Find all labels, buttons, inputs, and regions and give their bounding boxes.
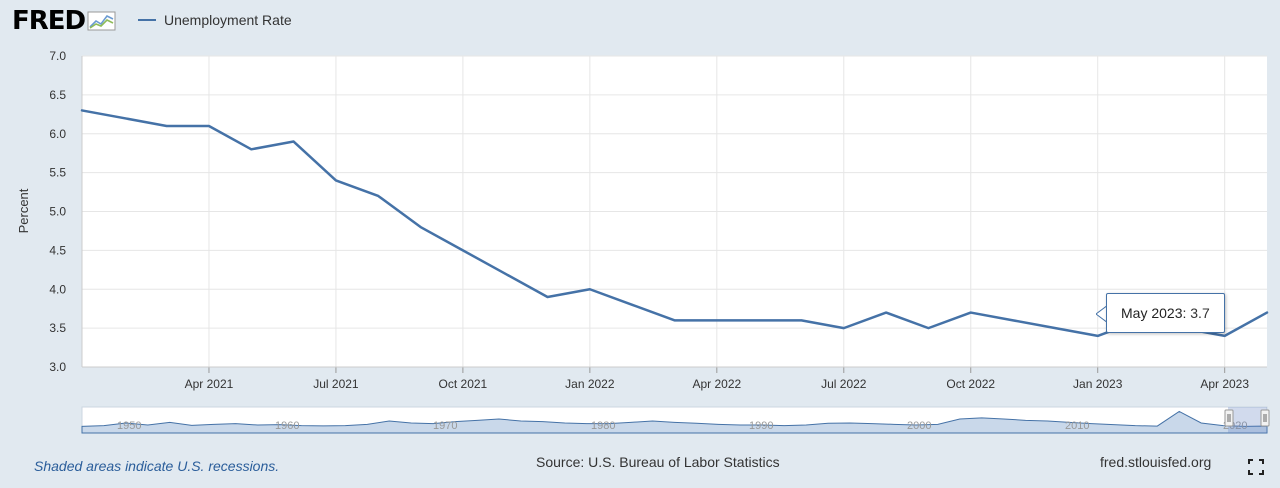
y-tick-label: 5.5 [49, 166, 66, 180]
y-tick-label: 6.5 [49, 88, 66, 102]
navigator-handle[interactable] [1224, 409, 1234, 427]
y-tick-label: 3.0 [49, 360, 66, 374]
y-tick-label: 3.5 [49, 321, 66, 335]
source-text: Source: U.S. Bureau of Labor Statistics [536, 454, 780, 470]
tooltip-value: 3.7 [1190, 305, 1210, 321]
range-navigator[interactable]: 19501960197019801990200020102020 [81, 406, 1270, 434]
data-tooltip: May 2023: 3.7 [1106, 293, 1225, 333]
site-link[interactable]: fred.stlouisfed.org [1100, 454, 1212, 470]
legend-label: Unemployment Rate [164, 12, 292, 28]
y-axis: 3.0 3.5 4.0 4.5 5.0 5.5 6.0 6.5 7.0 [49, 49, 66, 374]
x-tick-label: Oct 2022 [946, 377, 995, 391]
y-tick-label: 4.0 [49, 282, 66, 296]
y-tick-label: 4.5 [49, 243, 66, 257]
fred-logo-graph-icon [87, 11, 116, 31]
fred-logo-text: FRED [12, 6, 86, 36]
chart-legend: Unemployment Rate [138, 12, 292, 28]
y-tick-label: 6.0 [49, 127, 66, 141]
x-axis: Apr 2021 Jul 2021 Oct 2021 Jan 2022 Apr 2022… [82, 366, 1267, 391]
navigator-handle[interactable] [1260, 409, 1270, 427]
x-tick-label: Jul 2021 [313, 377, 359, 391]
y-tick-label: 7.0 [49, 49, 66, 63]
unemployment-rate-line [80, 109, 1269, 338]
fullscreen-icon[interactable] [1248, 459, 1264, 475]
navigator-year-label: 1960 [275, 420, 299, 432]
x-tick-label: Jan 2022 [565, 377, 615, 391]
x-tick-label: Jan 2023 [1073, 377, 1123, 391]
navigator-year-label: 1980 [591, 420, 615, 432]
series-layer[interactable] [80, 109, 1269, 338]
x-tick-label: Apr 2022 [692, 377, 741, 391]
fred-logo[interactable]: FRED [12, 6, 117, 36]
navigator-year-label: 2010 [1065, 420, 1089, 432]
legend-swatch [138, 19, 156, 21]
x-tick-label: Jul 2022 [821, 377, 867, 391]
y-tick-label: 5.0 [49, 205, 66, 219]
navigator-area [81, 410, 1268, 434]
y-axis-label: Percent [16, 188, 31, 233]
x-tick-label: Apr 2021 [185, 377, 234, 391]
recession-note: Shaded areas indicate U.S. recessions. [34, 458, 280, 474]
tooltip-label: May 2023: [1121, 305, 1187, 321]
navigator-year-label: 1990 [749, 420, 773, 432]
x-tick-label: Oct 2021 [439, 377, 488, 391]
navigator-year-label: 2000 [907, 420, 931, 432]
navigator-year-label: 1970 [433, 420, 457, 432]
x-tick-label: Apr 2023 [1200, 377, 1249, 391]
navigator-year-label: 1950 [117, 420, 141, 432]
